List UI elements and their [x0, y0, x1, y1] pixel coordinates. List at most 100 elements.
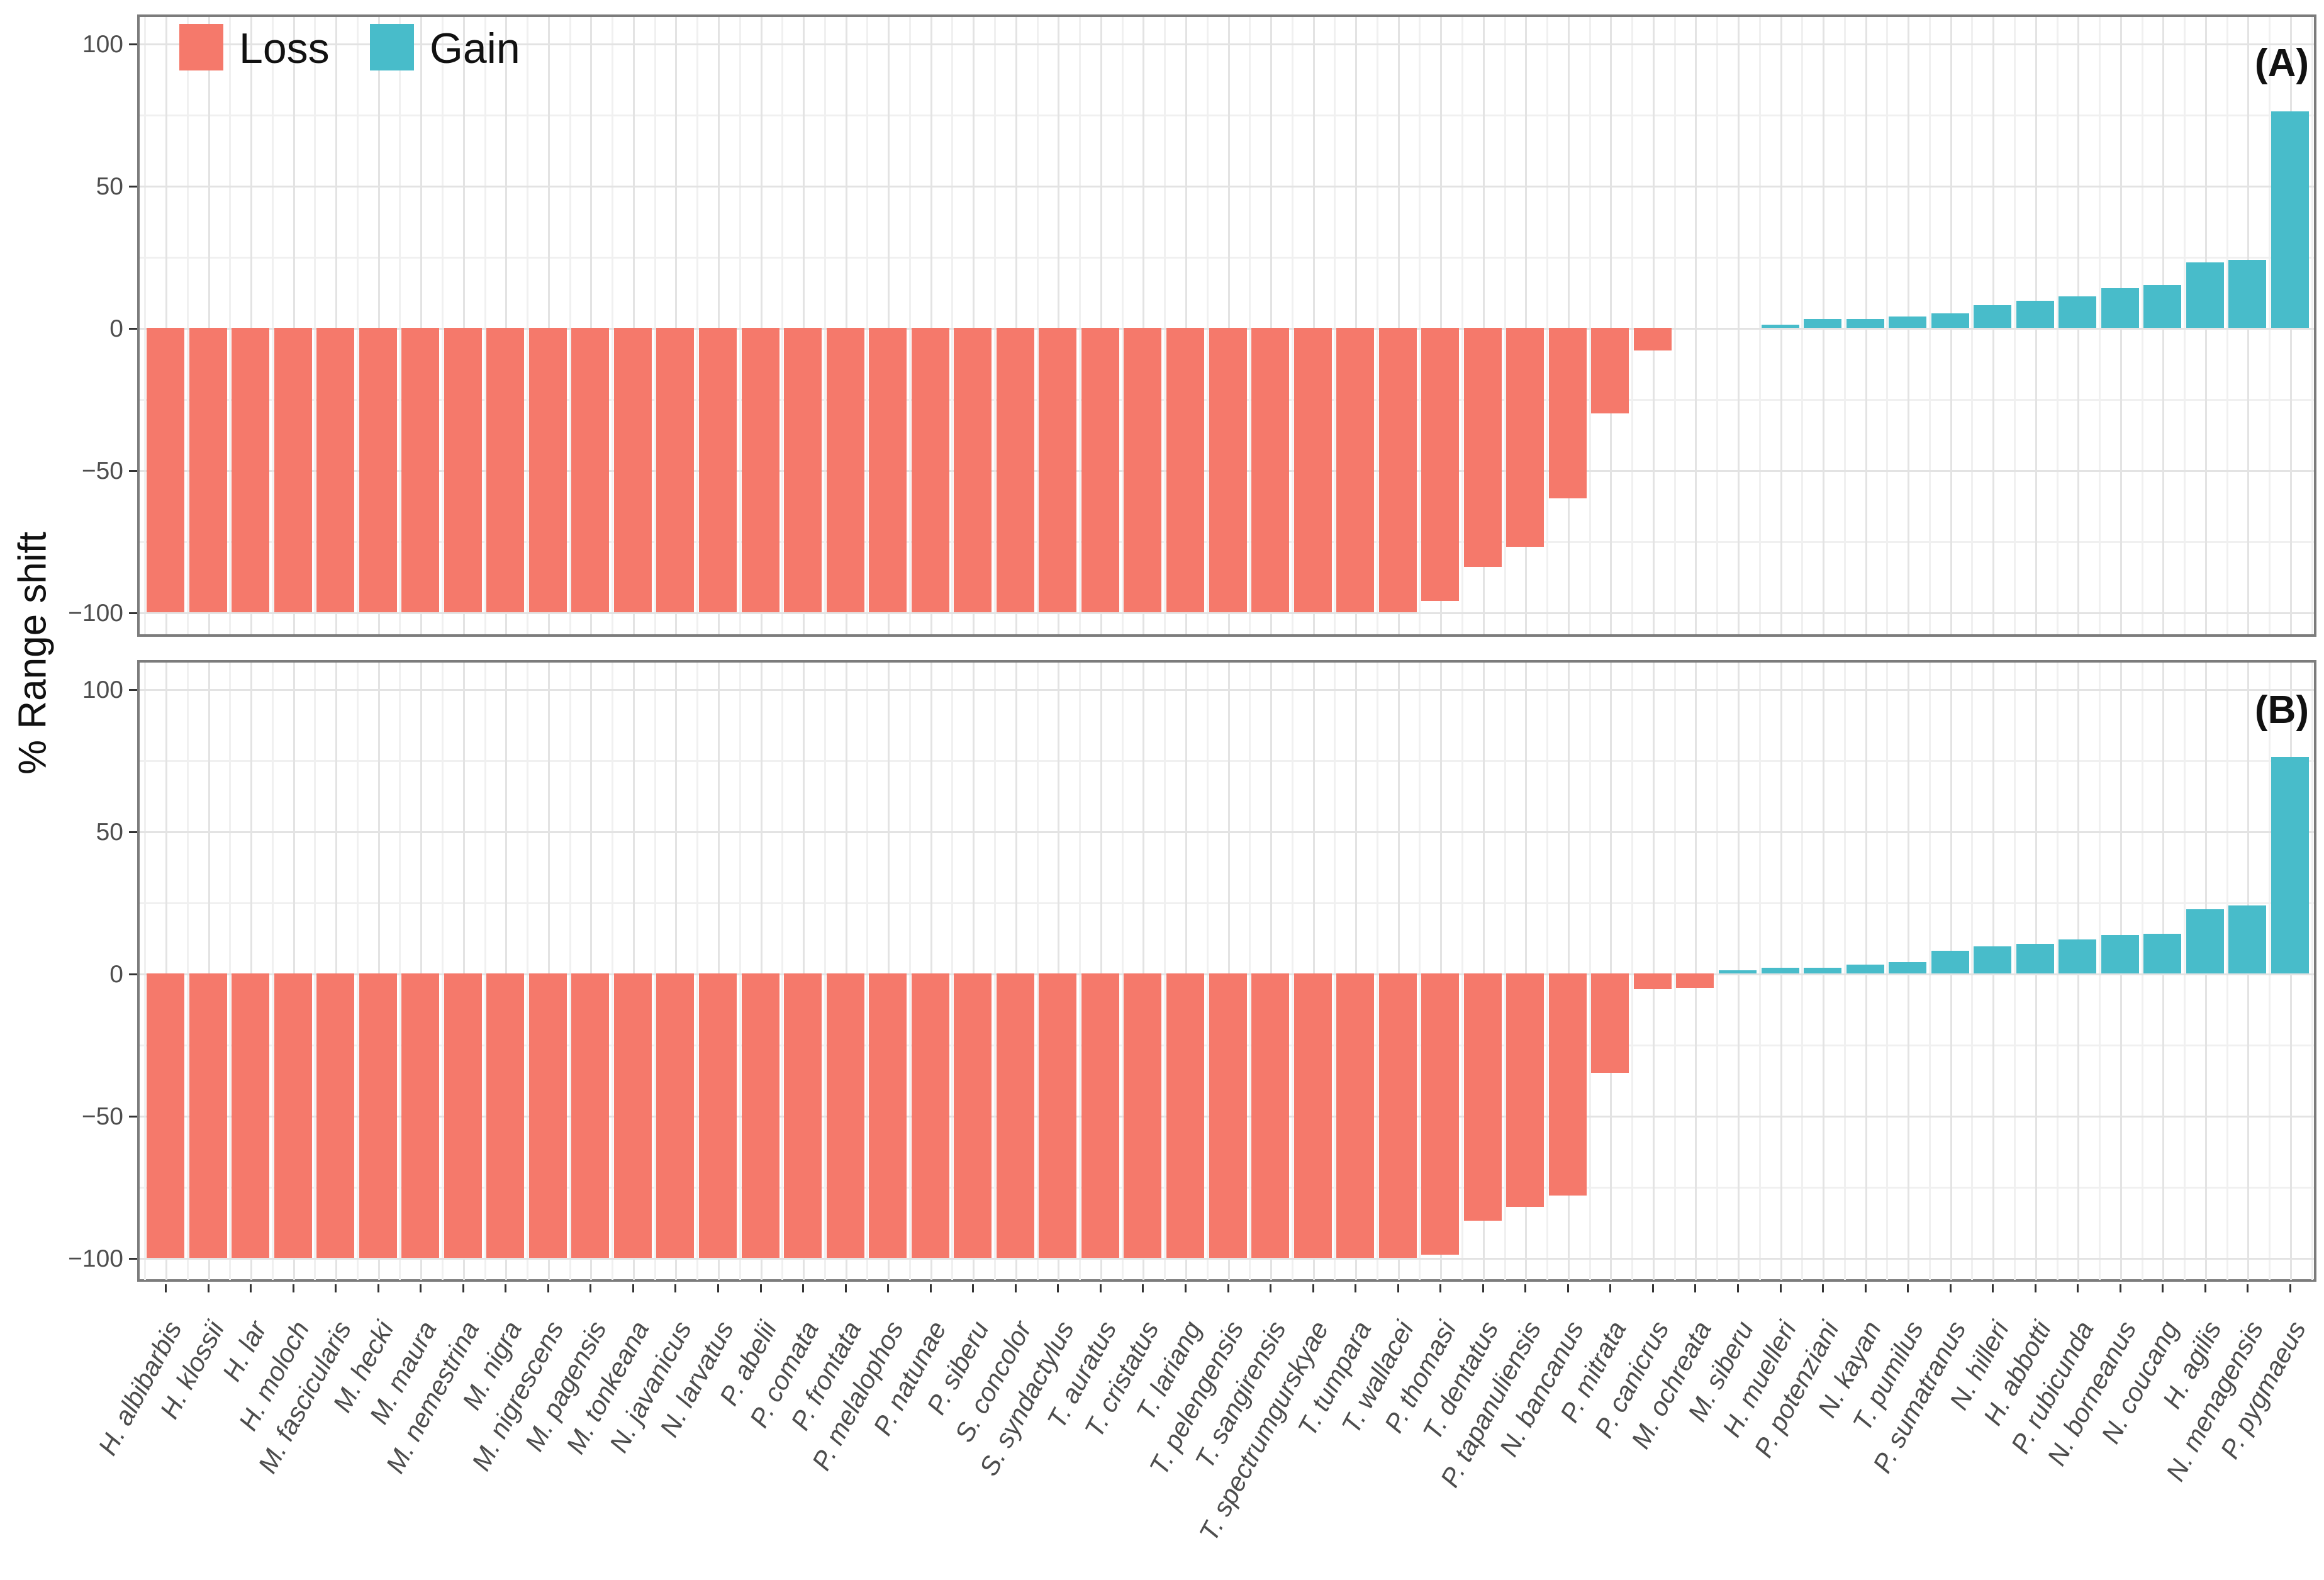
y-axis-tick: [129, 612, 137, 614]
gridline-major-vertical: [1142, 17, 1145, 634]
y-axis-tick-label: 50: [96, 819, 123, 846]
loss-bar: [699, 328, 737, 612]
gridline-major-vertical: [1015, 663, 1017, 1280]
gridline-minor-vertical: [527, 17, 529, 634]
gridline-minor-vertical: [1928, 663, 1931, 1280]
gridline-major-vertical: [1355, 663, 1358, 1280]
gridline-minor-vertical: [2013, 663, 2016, 1280]
x-axis-tick: [2119, 1284, 2121, 1292]
gridline-major-vertical: [250, 17, 253, 634]
x-axis-tick: [2034, 1284, 2036, 1292]
gridline-major-vertical: [420, 17, 423, 634]
gridline-minor-vertical: [1589, 17, 1591, 634]
gridline-major-vertical: [1142, 663, 1145, 1280]
x-axis-tick: [1609, 1284, 1612, 1292]
y-axis-tick: [129, 831, 137, 833]
gridline-major-vertical: [973, 663, 975, 1280]
gridline-minor-vertical: [2099, 663, 2101, 1280]
gain-bar: [1761, 967, 1799, 973]
x-axis-tick: [292, 1284, 294, 1292]
gridline-major-vertical: [293, 17, 295, 634]
gain-bar: [1889, 316, 1927, 328]
gridline-major-vertical: [1058, 17, 1060, 634]
gain-bar: [2101, 288, 2139, 328]
gridline-major-vertical: [208, 663, 210, 1280]
y-axis-tick: [129, 328, 137, 330]
x-axis-tick: [759, 1284, 762, 1292]
gain-bar: [2059, 939, 2097, 973]
gridline-minor-vertical: [186, 663, 189, 1280]
y-axis-tick-label: −50: [81, 1103, 123, 1130]
x-axis-tick: [2247, 1284, 2249, 1292]
x-axis-tick: [2077, 1284, 2079, 1292]
gridline-minor-vertical: [781, 663, 784, 1280]
gridline-major-vertical: [675, 663, 678, 1280]
gridline-major-vertical: [1100, 663, 1102, 1280]
loss-bar: [1421, 973, 1460, 1255]
loss-bar: [1039, 328, 1077, 612]
loss-bar: [486, 973, 525, 1258]
loss-bar: [486, 328, 525, 612]
x-axis-tick: [717, 1284, 720, 1292]
loss-bar: [359, 328, 397, 612]
gridline-major-vertical: [1355, 17, 1358, 634]
gridline-minor-vertical: [1036, 663, 1039, 1280]
gain-bar: [1931, 950, 1969, 973]
x-axis-tick: [377, 1284, 379, 1292]
gridline-minor-vertical: [1716, 17, 1719, 634]
gain-bar: [1931, 313, 1969, 328]
gridline-major-vertical: [973, 17, 975, 634]
gridline-major-vertical: [1227, 17, 1230, 634]
gridline-major-vertical: [930, 17, 932, 634]
x-axis-tick: [1651, 1284, 1654, 1292]
gridline-major-vertical: [547, 663, 550, 1280]
gridline-minor-vertical: [2226, 663, 2228, 1280]
x-axis-tick: [1992, 1284, 1994, 1292]
x-axis-tick: [1694, 1284, 1697, 1292]
gridline-minor-vertical: [1631, 663, 1634, 1280]
loss-bar: [826, 328, 864, 612]
gridline-minor-vertical: [2226, 17, 2228, 634]
gridline-major-vertical: [165, 17, 167, 634]
gridline-minor-vertical: [527, 663, 529, 1280]
gridline-major-vertical: [1440, 663, 1443, 1280]
y-axis-tick: [129, 1258, 137, 1260]
gridline-minor-vertical: [2013, 17, 2016, 634]
gridline-minor-vertical: [1886, 17, 1889, 634]
y-axis-tick: [129, 1116, 137, 1118]
gridline-minor-vertical: [1376, 17, 1378, 634]
gain-bar: [2101, 934, 2139, 973]
x-axis-tick: [972, 1284, 975, 1292]
loss-bar: [528, 328, 567, 612]
gridline-minor-vertical: [1036, 17, 1039, 634]
gridline-minor-vertical: [144, 17, 147, 634]
gridline-minor-vertical: [2311, 17, 2313, 634]
loss-bar: [1081, 973, 1119, 1258]
gridline-major-vertical: [675, 17, 678, 634]
loss-bar: [656, 328, 695, 612]
gridline-minor-vertical: [781, 17, 784, 634]
gridline-minor-vertical: [1843, 663, 1846, 1280]
gridline-major-vertical: [803, 17, 805, 634]
loss-bar: [1591, 328, 1629, 413]
loss-bar: [1463, 328, 1502, 567]
gridline-minor-vertical: [1206, 17, 1209, 634]
y-axis-tick-label: 100: [82, 676, 123, 703]
loss-bar: [232, 328, 270, 612]
gridline-minor-vertical: [824, 17, 826, 634]
gridline-major-vertical: [1482, 17, 1485, 634]
gridline-major-vertical: [1100, 17, 1102, 634]
gridline-minor-horizontal: [140, 115, 2314, 116]
gain-bar: [1889, 961, 1927, 973]
gridline-minor-vertical: [1589, 663, 1591, 1280]
x-axis-tick: [1184, 1284, 1187, 1292]
gridline-minor-vertical: [696, 663, 699, 1280]
gridline-minor-vertical: [271, 663, 274, 1280]
gridline-minor-vertical: [2269, 663, 2271, 1280]
gridline-major-vertical: [718, 663, 720, 1280]
gain-bar: [2228, 905, 2267, 973]
gridline-minor-vertical: [2141, 663, 2143, 1280]
x-axis-tick: [2162, 1284, 2164, 1292]
gridline-minor-vertical: [994, 663, 997, 1280]
